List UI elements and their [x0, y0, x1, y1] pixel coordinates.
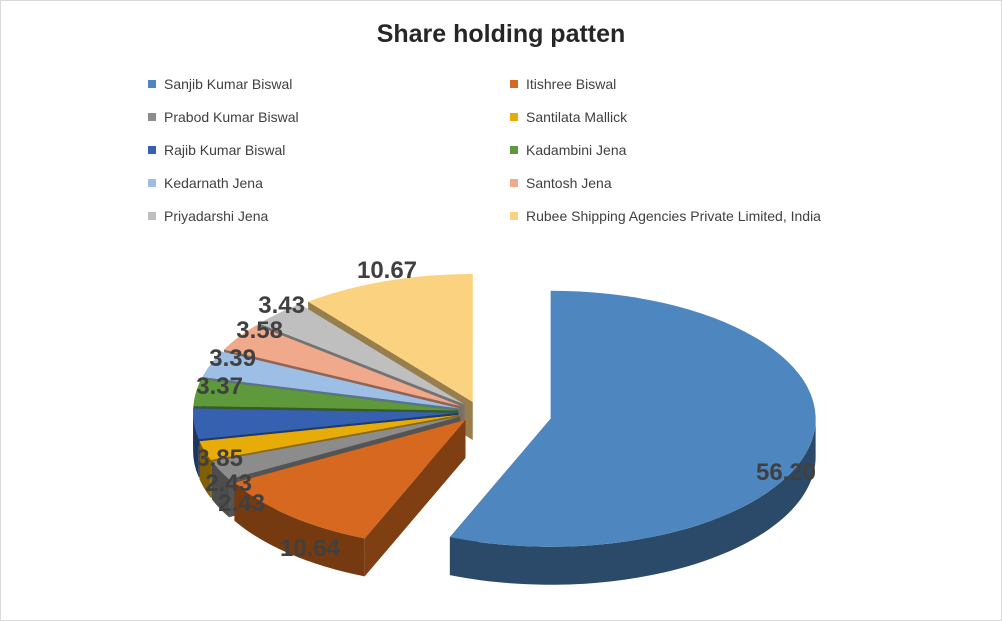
legend-swatch: [510, 113, 518, 121]
legend-item-santilata-mallick: Santilata Mallick: [510, 107, 627, 127]
legend-item-sanjib-kumar-biswal: Sanjib Kumar Biswal: [148, 74, 292, 94]
legend-item-prabod-kumar-biswal: Prabod Kumar Biswal: [148, 107, 299, 127]
legend-swatch: [510, 146, 518, 154]
legend-label: Rajib Kumar Biswal: [164, 142, 286, 158]
legend-swatch: [510, 212, 518, 220]
data-label-kadambini-jena: 3.37: [196, 373, 243, 400]
legend-item-rubee-shipping-agencies-private-limited-india: Rubee Shipping Agencies Private Limited,…: [510, 206, 821, 226]
legend-label: Kadambini Jena: [526, 142, 627, 158]
legend-item-santosh-jena: Santosh Jena: [510, 173, 612, 193]
data-label-priyadarshi-jena: 3.43: [258, 292, 305, 319]
legend-swatch: [510, 179, 518, 187]
legend-swatch: [148, 212, 156, 220]
legend-item-kadambini-jena: Kadambini Jena: [510, 140, 626, 160]
data-label-prabod-kumar-biswal: 2.43: [218, 490, 265, 517]
legend-swatch: [510, 80, 518, 88]
pie-slice-itishree-biswal: [234, 419, 466, 577]
legend-label: Sanjib Kumar Biswal: [164, 76, 293, 92]
legend-swatch: [148, 80, 156, 88]
legend-label: Prabod Kumar Biswal: [164, 109, 299, 125]
legend-label: Priyadarshi Jena: [164, 208, 269, 224]
legend-item-rajib-kumar-biswal: Rajib Kumar Biswal: [148, 140, 285, 160]
chart-title: Share holding patten: [376, 20, 626, 48]
legend-label: Itishree Biswal: [526, 76, 617, 92]
data-label-rajib-kumar-biswal: 3.85: [196, 445, 243, 472]
legend-label: Santosh Jena: [526, 175, 612, 191]
legend-item-kedarnath-jena: Kedarnath Jena: [148, 173, 263, 193]
legend-swatch: [148, 146, 156, 154]
legend-swatch: [148, 113, 156, 121]
data-label-itishree-biswal: 10.64: [280, 535, 341, 562]
legend-item-priyadarshi-jena: Priyadarshi Jena: [148, 206, 268, 226]
legend-swatch: [148, 179, 156, 187]
data-label-rubee-shipping-agencies-private-limited-india: 10.67: [357, 257, 417, 284]
legend-label: Kedarnath Jena: [164, 175, 263, 191]
data-label-sanjib-kumar-biswal: 56.20: [756, 459, 816, 486]
data-label-kedarnath-jena: 3.39: [209, 345, 256, 372]
pie-slice-sanjib-kumar-biswal: [449, 290, 816, 585]
data-label-santosh-jena: 3.58: [236, 317, 283, 344]
legend-label: Santilata Mallick: [526, 109, 628, 125]
data-label-santilata-mallick: 2.43: [205, 470, 252, 497]
legend-item-itishree-biswal: Itishree Biswal: [510, 74, 616, 94]
legend-label: Rubee Shipping Agencies Private Limited,…: [526, 208, 821, 224]
